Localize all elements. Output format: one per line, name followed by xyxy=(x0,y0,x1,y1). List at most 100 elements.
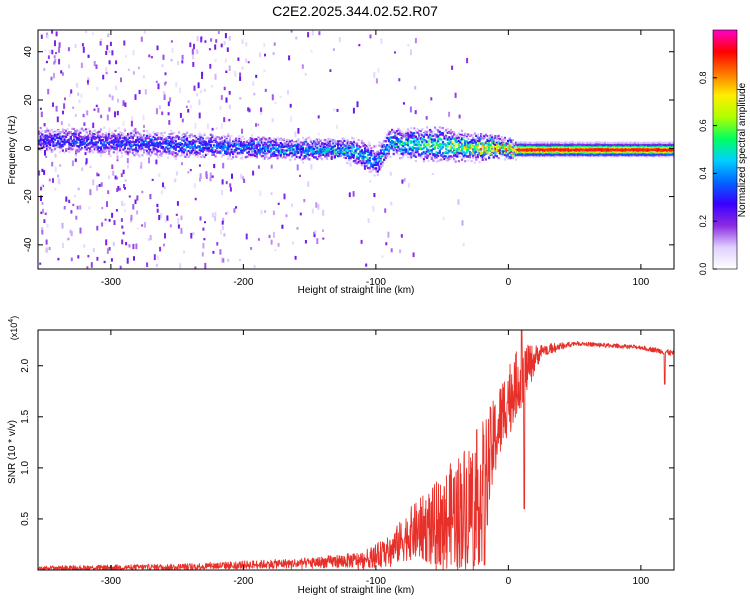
spectrogram-speckle xyxy=(457,199,460,205)
spectrogram-cell xyxy=(486,148,489,151)
spectrogram-cell xyxy=(317,138,320,141)
spectrogram-cell xyxy=(224,135,227,139)
spectrogram-cell xyxy=(460,138,464,141)
spectrogram-cell xyxy=(457,143,460,146)
spectrogram-speckle xyxy=(322,229,324,232)
spectrogram-cell xyxy=(111,139,114,142)
spectrogram-cell xyxy=(411,136,414,140)
spectrogram-cell xyxy=(515,149,518,152)
spectrogram-speckle xyxy=(55,31,58,37)
spectrogram-cell xyxy=(406,139,410,142)
spectrogram-cell xyxy=(174,157,177,160)
spectrogram-cell xyxy=(162,139,165,142)
spectrogram-cell xyxy=(212,137,216,140)
spectrogram-cell xyxy=(79,148,82,151)
spectrogram-cell xyxy=(645,154,648,157)
spectrogram-cell xyxy=(254,151,257,154)
spectrogram-cell xyxy=(573,145,576,148)
spectrogram-cell xyxy=(578,155,581,158)
spectrogram-cell xyxy=(392,150,395,154)
spectrogram-cell xyxy=(600,148,604,151)
spectrogram-cell xyxy=(119,147,122,150)
spectrogram-cell xyxy=(476,141,479,144)
spectrogram-cell xyxy=(600,152,604,155)
spectrogram-cell xyxy=(515,143,518,146)
spectrogram-cell xyxy=(314,145,317,148)
spectrogram-cell xyxy=(225,135,228,138)
spectrogram-cell xyxy=(443,135,446,138)
spectrogram-cell xyxy=(340,140,343,143)
spectrogram-cell xyxy=(233,144,236,148)
spectrogram-cell xyxy=(220,142,223,145)
spectrogram-cell xyxy=(456,134,459,137)
spectrogram-speckle xyxy=(454,92,457,98)
spectrogram-cell xyxy=(540,146,543,149)
spectrogram-cell xyxy=(381,146,384,149)
spectrogram-cell xyxy=(497,134,500,137)
spectrogram-cell xyxy=(594,152,597,155)
spectrogram-cell xyxy=(125,139,128,142)
spectrogram-cell xyxy=(263,155,266,158)
spectrogram-cell xyxy=(363,167,367,170)
spectrogram-speckle xyxy=(227,258,230,262)
spectrogram-cell xyxy=(230,148,233,151)
spectrogram-cell xyxy=(457,132,460,135)
spectrogram-cell xyxy=(308,147,311,150)
spectrogram-speckle xyxy=(124,102,127,107)
spectrogram-cell xyxy=(203,149,206,152)
spectrogram-speckle xyxy=(193,85,196,91)
spectrogram-cell xyxy=(410,131,413,134)
spectrogram-cell xyxy=(76,136,79,140)
spectrogram-cell xyxy=(503,138,507,141)
spectrogram-cell xyxy=(235,143,238,146)
spectrogram-cell xyxy=(65,133,68,136)
spectrogram-speckle xyxy=(46,34,49,39)
spectrogram-speckle xyxy=(108,247,111,251)
spectrogram-cell xyxy=(146,146,149,149)
spectrogram-cell xyxy=(214,155,217,158)
spectrogram-cell xyxy=(354,161,357,164)
spectrogram-cell xyxy=(127,132,130,136)
spectrogram-speckle xyxy=(95,64,98,69)
spectrogram-cell xyxy=(535,147,538,150)
spectrogram-cell xyxy=(181,149,184,152)
spectrogram-cell xyxy=(294,150,297,153)
spectrogram-speckle xyxy=(239,76,242,81)
spectrogram-cell xyxy=(38,146,41,149)
spectrogram-cell xyxy=(66,139,69,142)
spectrogram-cell xyxy=(658,142,661,145)
spectrogram-cell xyxy=(578,148,581,151)
spectrogram-cell xyxy=(298,144,301,147)
spectrogram-cell xyxy=(371,165,375,168)
spectrogram-cell xyxy=(459,134,462,138)
spectrogram-cell xyxy=(135,140,138,143)
spectrogram-cell xyxy=(306,157,309,160)
spectrogram-cell xyxy=(634,143,637,146)
spectrogram-cell xyxy=(386,155,389,158)
spectrogram-cell xyxy=(122,132,125,135)
spectrogram-cell xyxy=(313,152,316,155)
spectrogram-cell xyxy=(550,144,553,147)
spectrogram-cell xyxy=(225,149,228,152)
spectrogram-cell xyxy=(325,140,328,143)
spectrogram-cell xyxy=(448,136,451,139)
spectrogram-cell xyxy=(488,141,491,144)
spectrogram-cell xyxy=(170,152,173,155)
spectrogram-cell xyxy=(362,164,365,167)
spectrogram-cell xyxy=(580,153,583,156)
spectrogram-speckle xyxy=(143,30,146,34)
spectrogram-cell xyxy=(422,143,425,146)
spectrogram-cell xyxy=(173,155,176,158)
spectrogram-cell xyxy=(119,134,122,138)
spectrogram-cell xyxy=(545,146,548,149)
spectrogram-speckle xyxy=(121,225,124,229)
spectrogram-cell xyxy=(120,155,123,158)
spectrogram-speckle xyxy=(270,192,273,195)
spectrogram-cell xyxy=(327,140,330,143)
spectrogram-speckle xyxy=(412,252,415,258)
spectrogram-cell xyxy=(68,138,71,141)
spectrogram-cell xyxy=(391,128,394,131)
spectrogram-speckle xyxy=(181,118,184,123)
spectrogram-speckle xyxy=(124,55,127,58)
spectrogram-cell xyxy=(311,144,314,147)
